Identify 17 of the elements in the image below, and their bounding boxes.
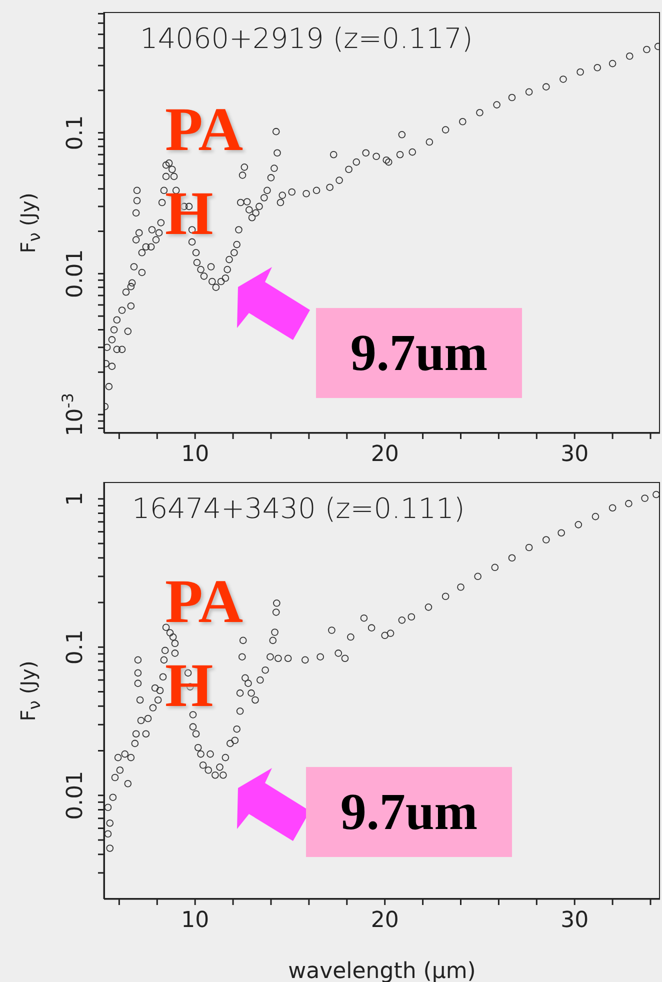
annotation: 9.7um [316, 308, 522, 398]
y-tick-label: 1 [63, 492, 88, 506]
annotation: 9.7um [306, 767, 512, 857]
annotation: PA H [165, 95, 244, 250]
annotation: PA H [165, 567, 244, 722]
x-tick-label: 30 [560, 908, 589, 933]
y-tick-label: 0.1 [63, 630, 88, 665]
x-tick-label: 10 [181, 908, 210, 933]
chart-title: 16474+3430 (z=0.111) [132, 492, 465, 525]
y-tick-label: 0.01 [63, 249, 88, 298]
x-tick-label: 30 [560, 442, 589, 467]
y-tick-label: 0.1 [63, 115, 88, 150]
chart-title: 14060+2919 (z=0.117) [140, 22, 473, 55]
x-tick-label: 20 [370, 908, 399, 933]
x-tick-label: 20 [370, 442, 399, 467]
x-tick-label: 10 [181, 442, 210, 467]
y-tick-label: 0.01 [63, 770, 88, 820]
